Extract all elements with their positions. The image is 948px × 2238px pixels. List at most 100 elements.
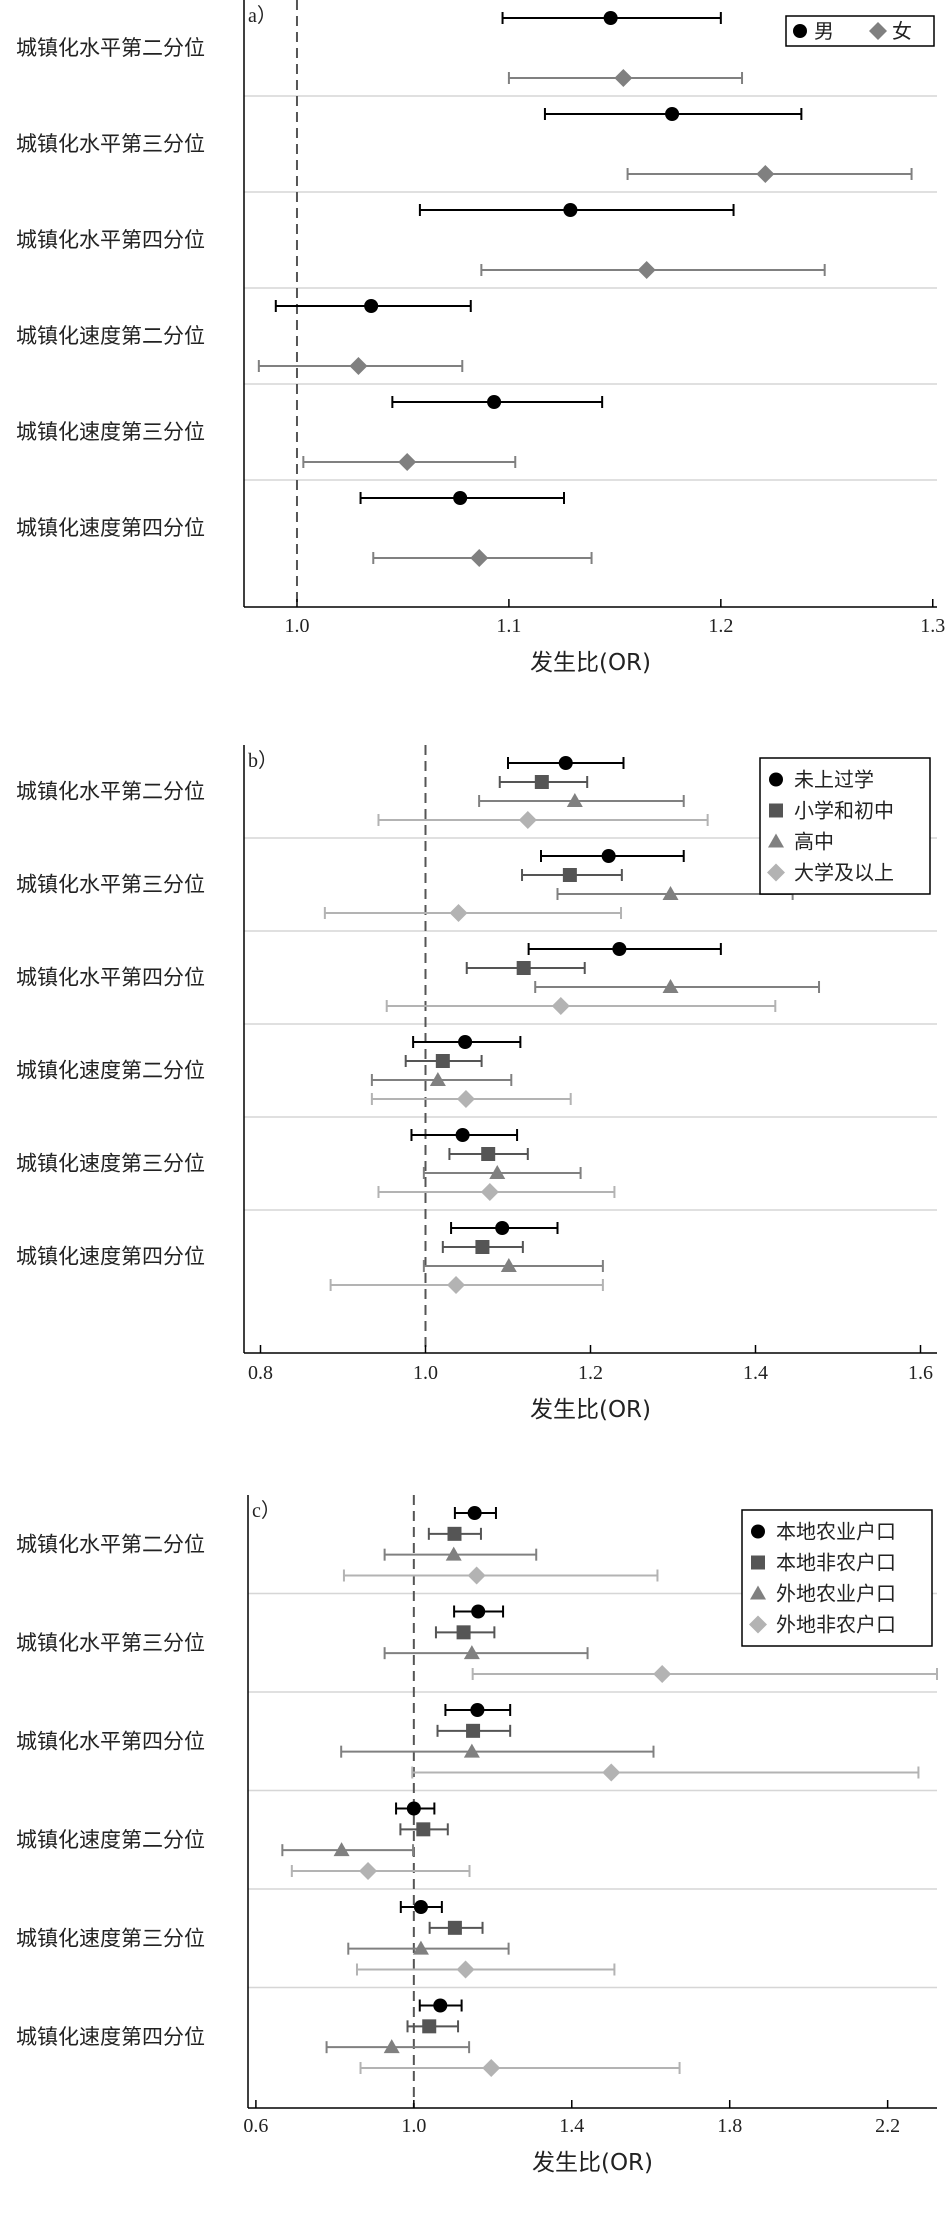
point-estimate-marker (534, 775, 549, 789)
point-estimate-marker (480, 1183, 499, 1201)
point-estimate-marker (447, 1276, 466, 1294)
x-tick-label: 0.6 (243, 2115, 268, 2137)
point-estimate-marker (475, 1240, 490, 1254)
point-estimate-marker (603, 11, 618, 25)
category-label: 城镇化水平第二分位 (16, 36, 205, 60)
point-estimate-marker (614, 69, 633, 87)
point-estimate-marker (416, 1822, 431, 1837)
point-estimate-marker (601, 849, 616, 863)
point-estimate-marker (471, 1604, 486, 1619)
point-estimate-marker (359, 1862, 378, 1880)
category-label: 城镇化速度第四分位 (16, 516, 205, 540)
point-estimate-marker (602, 1763, 621, 1782)
point-estimate-marker (447, 1526, 462, 1541)
category-label: 城镇化速度第三分位 (16, 1152, 205, 1176)
point-estimate-marker (562, 868, 577, 882)
point-estimate-marker (449, 904, 468, 922)
point-estimate-marker (518, 811, 537, 829)
legend-marker (793, 24, 807, 38)
point-estimate-marker (398, 453, 417, 471)
point-estimate-marker (482, 2059, 501, 2077)
category-label: 城镇化水平第四分位 (16, 1729, 205, 1753)
panel-label: a） (248, 4, 277, 27)
point-estimate-marker (463, 1645, 480, 1660)
x-tick-label: 1.4 (743, 1362, 768, 1384)
legend-entry: 外地农业户口 (776, 1582, 896, 1606)
category-label: 城镇化水平第四分位 (16, 228, 205, 252)
point-estimate-marker (637, 261, 656, 279)
legend-box (785, 15, 935, 47)
point-estimate-marker (412, 1940, 429, 1955)
point-estimate-marker (566, 793, 583, 807)
point-estimate-marker (458, 1035, 473, 1049)
x-axis-label: 发生比(OR) (532, 2150, 653, 2176)
category-label: 城镇化水平第三分位 (16, 1631, 205, 1655)
point-estimate-marker (422, 2019, 437, 2034)
legend-entry: 外地非农户口 (776, 1613, 896, 1637)
legend-box (759, 757, 931, 895)
point-estimate-marker (662, 979, 679, 993)
panel-label: c） (252, 1499, 281, 1522)
point-estimate-marker (463, 1743, 480, 1758)
category-label: 城镇化水平第三分位 (16, 873, 205, 897)
panel-label: b） (248, 749, 278, 772)
legend-marker (769, 803, 783, 818)
legend-entry: 小学和初中 (794, 799, 894, 823)
point-estimate-marker (470, 1703, 485, 1717)
point-estimate-marker (435, 1054, 450, 1068)
point-estimate-marker (653, 1665, 672, 1683)
legend-entry: 本地农业户口 (776, 1520, 896, 1544)
point-estimate-marker (467, 1566, 486, 1585)
point-estimate-marker (466, 1723, 481, 1738)
x-tick-label: 1.2 (708, 615, 733, 637)
point-estimate-marker (481, 1147, 496, 1161)
legend-marker (751, 1524, 765, 1539)
point-estimate-marker (500, 1258, 517, 1272)
x-tick-label: 1.2 (578, 1362, 603, 1384)
point-estimate-marker (489, 1165, 506, 1179)
category-label: 城镇化速度第二分位 (16, 1828, 205, 1852)
legend-marker (749, 1615, 767, 1634)
point-estimate-marker (487, 395, 502, 409)
point-estimate-marker (756, 165, 775, 183)
category-label: 城镇化水平第二分位 (16, 780, 205, 804)
point-estimate-marker (551, 997, 570, 1015)
x-tick-label: 0.8 (248, 1362, 273, 1384)
legend-marker (767, 863, 785, 882)
category-label: 城镇化速度第四分位 (16, 2025, 205, 2049)
legend-marker (869, 22, 887, 40)
point-estimate-marker (453, 491, 468, 505)
point-estimate-marker (456, 1960, 475, 1979)
point-estimate-marker (406, 1801, 421, 1816)
legend-marker (750, 1585, 766, 1600)
x-tick-label: 1.4 (559, 2115, 584, 2137)
panel-1: 1.0 1.1 1.2 1.3 发生比(OR) a） 城镇化水平第二分位城镇化水平第三分位城… (16, 0, 945, 676)
point-estimate-marker (333, 1842, 350, 1857)
category-label: 城镇化水平第三分位 (16, 132, 205, 156)
point-estimate-marker (433, 1998, 448, 2013)
point-estimate-marker (558, 756, 573, 770)
x-tick-label: 1.8 (717, 2115, 742, 2137)
category-label: 城镇化水平第四分位 (16, 966, 205, 990)
point-estimate-marker (665, 107, 680, 121)
point-estimate-marker (612, 942, 627, 956)
category-label: 城镇化水平第二分位 (16, 1532, 205, 1556)
x-tick-label: 1.1 (496, 615, 521, 637)
x-axis-label: 发生比(OR) (530, 1397, 651, 1423)
category-label: 城镇化速度第三分位 (16, 1926, 205, 1950)
point-estimate-marker (456, 1090, 475, 1108)
x-axis-label: 发生比(OR) (530, 650, 651, 676)
point-estimate-marker (495, 1221, 510, 1235)
point-estimate-marker (445, 1546, 462, 1561)
legend-entry: 未上过学 (794, 768, 874, 792)
legend-entry: 本地非农户口 (776, 1551, 896, 1575)
x-tick-label: 1.0 (413, 1362, 438, 1384)
x-tick-label: 2.2 (875, 2115, 900, 2137)
point-estimate-marker (383, 2039, 400, 2054)
category-label: 城镇化速度第二分位 (16, 1059, 205, 1083)
x-tick-label: 1.3 (920, 615, 945, 637)
legend-marker (751, 1555, 765, 1570)
point-estimate-marker (429, 1072, 446, 1086)
category-label: 城镇化速度第二分位 (16, 324, 205, 348)
